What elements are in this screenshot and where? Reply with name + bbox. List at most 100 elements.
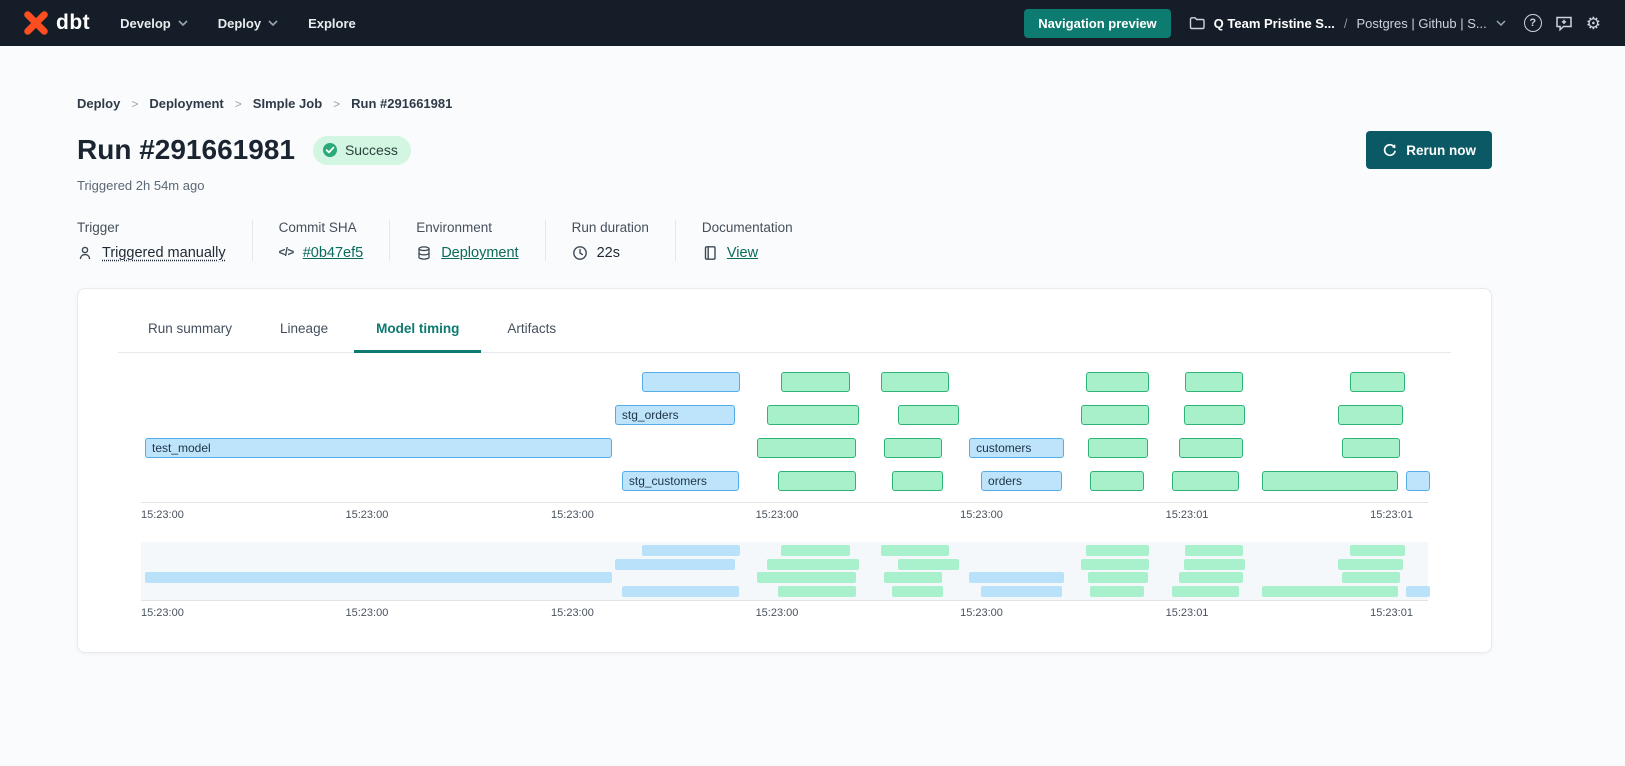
minimap-bar	[756, 572, 857, 583]
triggered-timestamp: Triggered 2h 54m ago	[77, 178, 205, 193]
breadcrumb: Deploy > Deployment > SImple Job > Run #…	[77, 96, 1492, 111]
breadcrumb-deployment[interactable]: Deployment	[149, 96, 224, 111]
database-icon	[416, 245, 432, 261]
minimap-bar	[1350, 545, 1406, 556]
axis-tick: 15:23:00	[551, 509, 594, 521]
person-icon	[77, 245, 93, 261]
gantt-bar[interactable]	[1406, 471, 1430, 491]
folder-icon	[1189, 17, 1205, 30]
chevron-down-icon	[268, 20, 278, 26]
breadcrumb-run[interactable]: Run #291661981	[351, 96, 453, 111]
gantt-bar[interactable]	[1089, 471, 1144, 491]
minimap-bar	[1087, 572, 1148, 583]
gantt-rows: stg_orders test_model customers stg_custome…	[141, 372, 1430, 491]
tab-artifacts[interactable]: Artifacts	[507, 321, 557, 336]
meta-commit-sha: Commit SHA </> #0b47ef5	[279, 220, 391, 261]
gantt-bar-stg_customers[interactable]: stg_customers	[621, 471, 739, 491]
environment-link[interactable]: Deployment	[441, 245, 519, 261]
gantt-bar[interactable]	[1350, 372, 1406, 392]
project-environment-selector[interactable]: Q Team Pristine S... / Postgres | Github…	[1189, 16, 1506, 31]
minimap-bar	[614, 558, 735, 570]
breadcrumb-separator: >	[333, 96, 341, 111]
path-separator: /	[1343, 15, 1348, 31]
success-check-icon	[322, 143, 337, 157]
gantt-bar[interactable]	[1171, 471, 1240, 491]
axis-tick: 15:23:01	[1370, 509, 1413, 521]
minimap-bar	[1085, 545, 1149, 556]
gantt-bar[interactable]	[1184, 372, 1244, 392]
clock-icon	[572, 245, 588, 261]
nav-menu-develop[interactable]: Develop	[120, 16, 188, 31]
axis-tick: 15:23:00	[960, 607, 1003, 619]
gantt-bar[interactable]	[766, 405, 860, 425]
gantt-bar[interactable]	[898, 405, 960, 425]
axis-tick: 15:23:00	[755, 607, 799, 619]
minimap-bar	[969, 572, 1064, 583]
model-timing-chart: stg_orders test_model customers stg_custome…	[141, 372, 1430, 626]
brand-name: dbt	[56, 11, 91, 34]
gantt-bar[interactable]	[881, 372, 950, 392]
documentation-view-link[interactable]: View	[726, 245, 759, 261]
minimap-bar	[780, 545, 851, 556]
code-icon: </>	[278, 247, 295, 259]
gantt-bar[interactable]	[1262, 471, 1399, 491]
gantt-bar[interactable]	[756, 438, 857, 458]
meta-run-duration: Run duration 22s	[572, 220, 676, 261]
breadcrumb-deploy[interactable]: Deploy	[77, 96, 121, 111]
axis-tick: 15:23:00	[551, 607, 594, 619]
gantt-bar-orders[interactable]: orders	[981, 471, 1062, 491]
gantt-bar[interactable]	[884, 438, 943, 458]
minimap-bar	[1080, 558, 1149, 570]
breadcrumb-job[interactable]: SImple Job	[252, 96, 323, 111]
gantt-bar[interactable]	[1085, 372, 1149, 392]
nav-menu-explore[interactable]: Explore	[308, 15, 356, 31]
meta-documentation: Documentation View	[702, 220, 819, 261]
gantt-bar[interactable]	[641, 372, 740, 392]
nav-menu-deploy[interactable]: Deploy	[218, 16, 278, 31]
meta-label: Trigger	[77, 220, 120, 235]
project-name: Q Team Pristine S...	[1213, 15, 1335, 31]
gantt-row	[141, 372, 1428, 392]
commit-sha-link[interactable]: #0b47ef5	[302, 245, 364, 261]
minimap-bar	[892, 585, 944, 597]
time-axis: 15:23:00 15:23:00 15:23:00 15:23:00 15:23:00…	[141, 502, 1428, 528]
gantt-bar[interactable]	[1178, 438, 1244, 458]
gantt-bar-test_model[interactable]: test_model	[144, 438, 612, 458]
gantt-bar[interactable]	[1338, 405, 1404, 425]
gantt-minimap[interactable]	[141, 542, 1430, 600]
axis-tick: 15:23:01	[1370, 607, 1413, 619]
navigation-preview-button[interactable]: Navigation preview	[1024, 8, 1171, 38]
run-detail-card: Run summary Lineage Model timing Artifac…	[77, 288, 1492, 653]
axis-tick: 15:23:00	[755, 509, 799, 521]
axis-tick: 15:23:00	[960, 509, 1003, 521]
gantt-bar[interactable]	[780, 372, 851, 392]
meta-label: Run duration	[571, 220, 649, 235]
gantt-bar[interactable]	[1087, 438, 1148, 458]
gantt-bar[interactable]	[777, 471, 857, 491]
gantt-bar[interactable]	[1342, 438, 1401, 458]
meta-label: Commit SHA	[278, 220, 357, 235]
gear-icon[interactable]: ⚙	[1585, 13, 1601, 33]
dbt-logo[interactable]: dbt	[24, 11, 90, 35]
gantt-bar[interactable]	[892, 471, 944, 491]
minimap-bar	[1406, 585, 1430, 597]
axis-tick: 15:23:00	[141, 607, 184, 619]
gantt-bar-customers[interactable]: customers	[969, 438, 1064, 458]
minimap-bar	[1183, 558, 1246, 570]
tab-model-timing[interactable]: Model timing	[354, 321, 482, 353]
tab-lineage[interactable]: Lineage	[280, 321, 329, 336]
run-meta-row: Trigger Triggered manually Commit SHA </…	[77, 220, 1492, 261]
feedback-icon[interactable]	[1555, 15, 1573, 32]
gantt-bar[interactable]	[1080, 405, 1149, 425]
trigger-value: Triggered manually	[102, 245, 226, 261]
help-icon[interactable]: ?	[1523, 14, 1542, 32]
gantt-row: test_model customers	[141, 438, 1428, 458]
gantt-bar-stg_orders[interactable]: stg_orders	[614, 405, 735, 425]
tab-bar: Run summary Lineage Model timing Artifac…	[118, 289, 1451, 353]
rerun-now-button[interactable]: Rerun now	[1366, 131, 1492, 169]
minimap-bar	[777, 585, 857, 597]
tab-run-summary[interactable]: Run summary	[148, 321, 233, 336]
meta-label: Environment	[416, 220, 492, 235]
axis-tick: 15:23:00	[345, 509, 389, 521]
gantt-bar[interactable]	[1183, 405, 1246, 425]
